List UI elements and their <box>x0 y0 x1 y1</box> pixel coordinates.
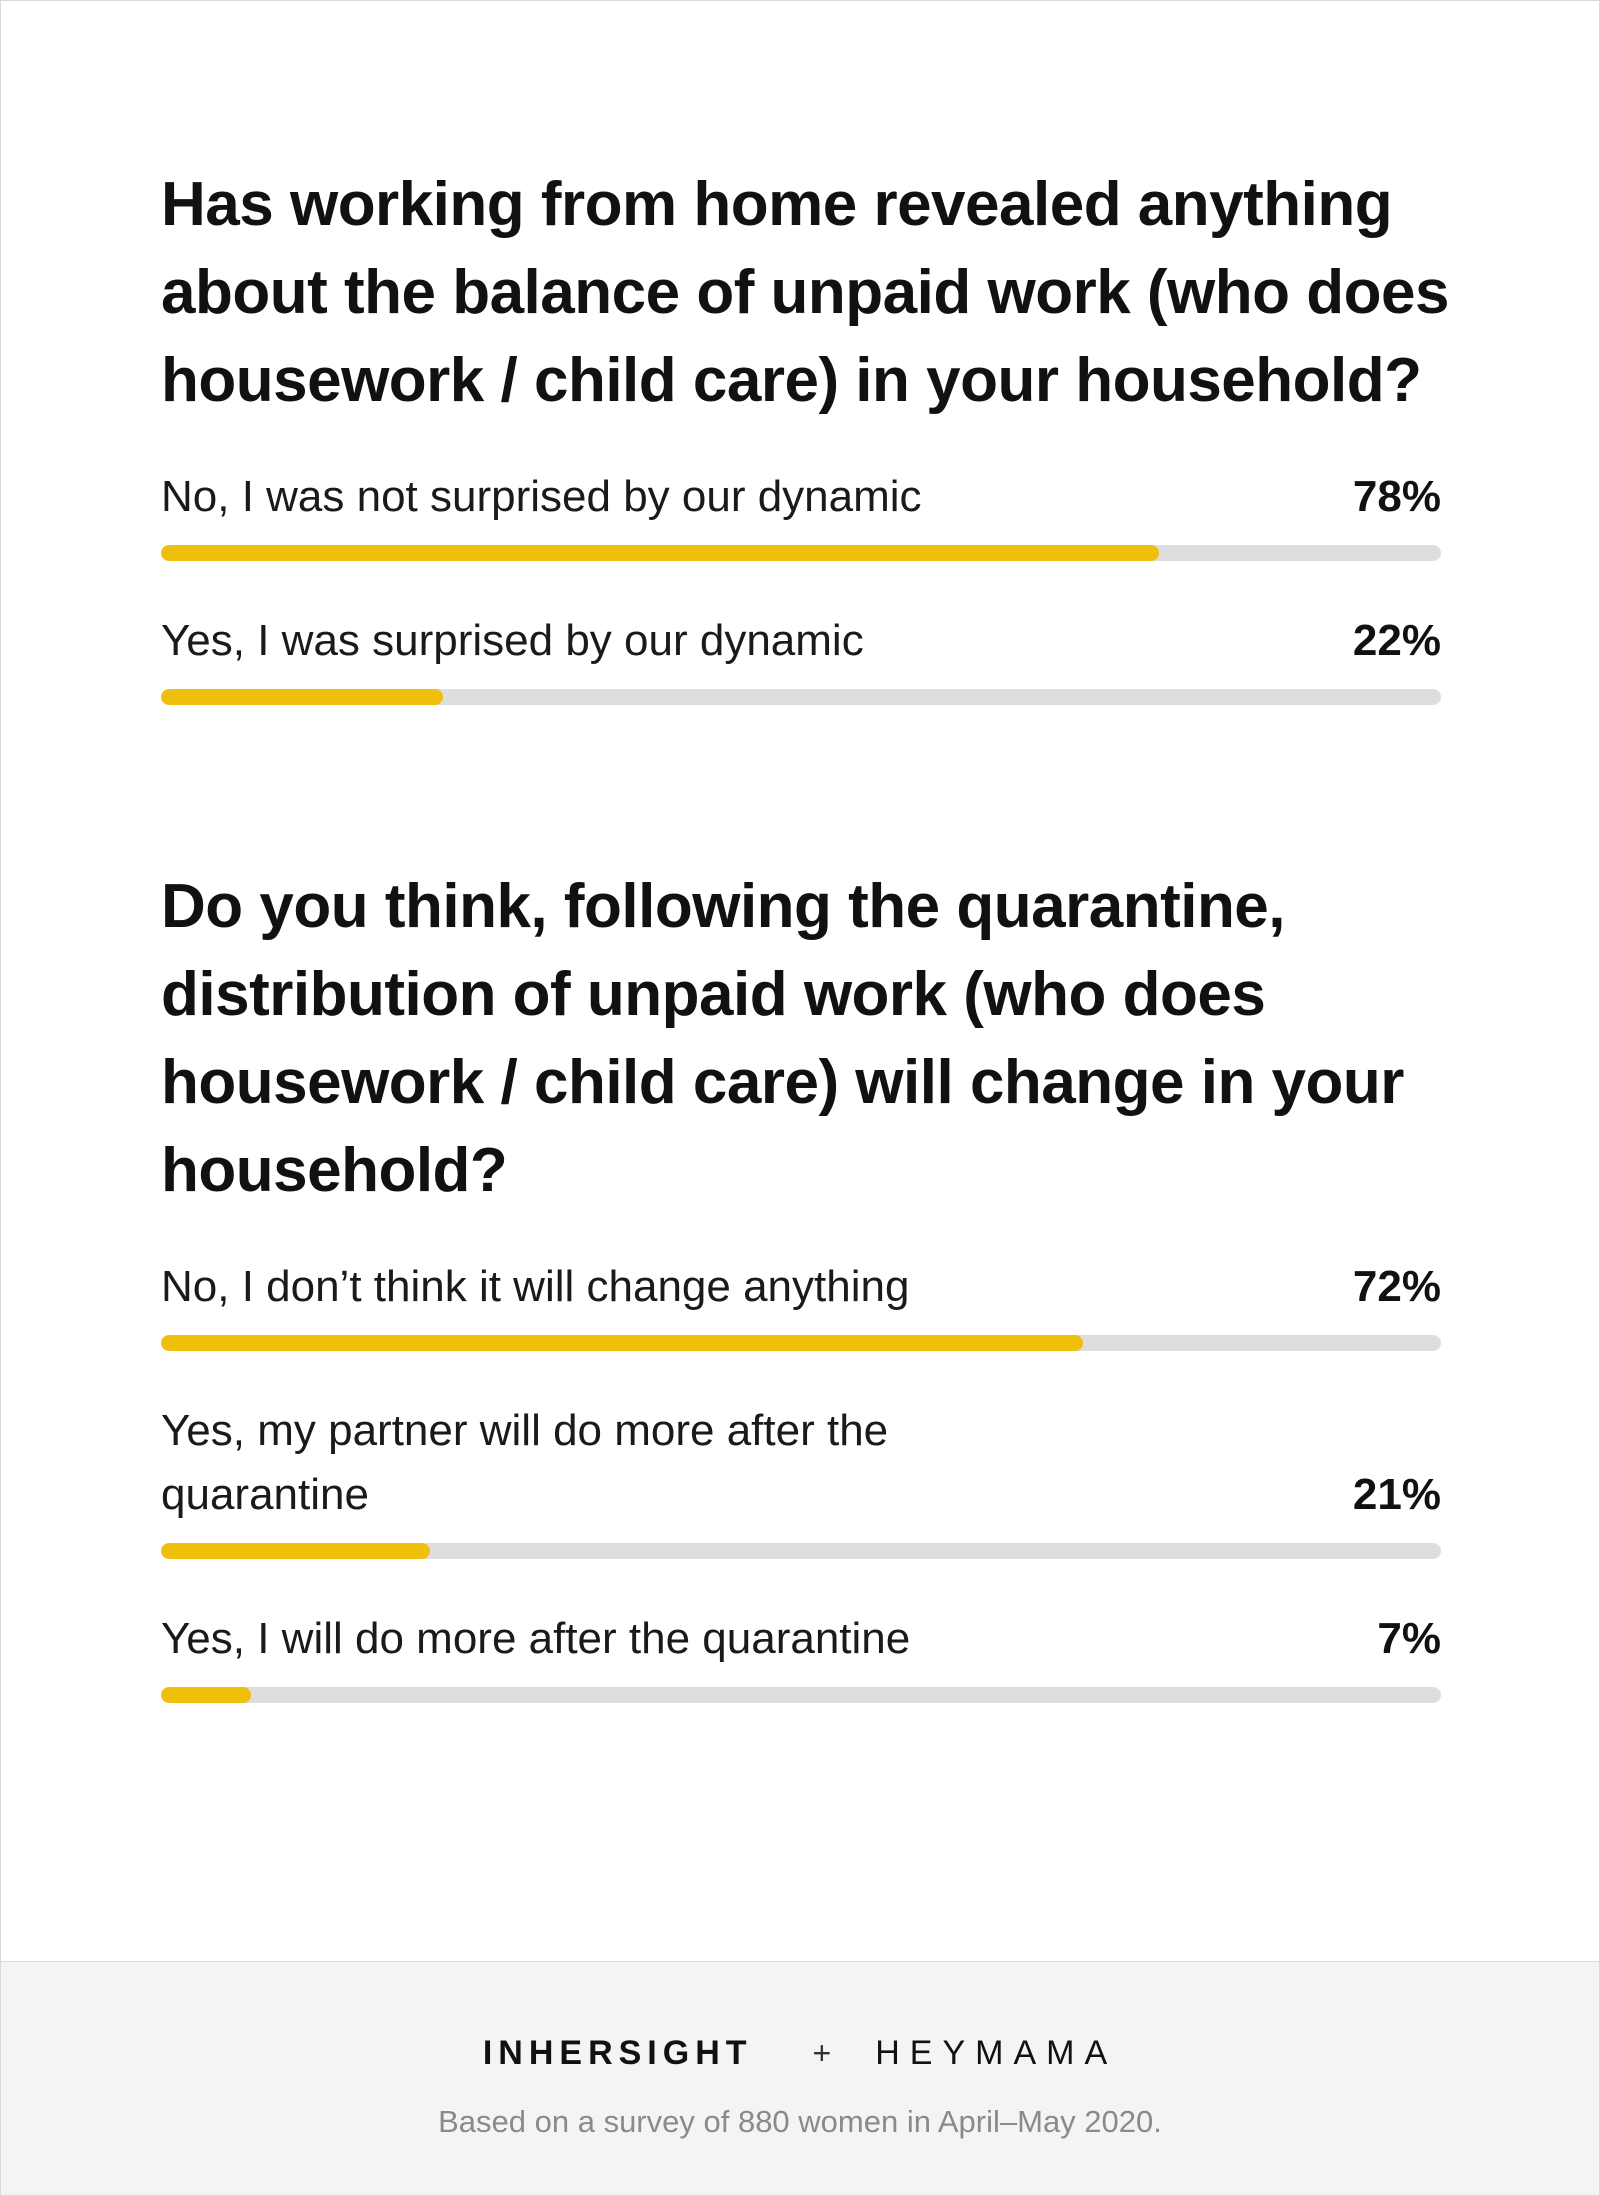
question-1-options: No, I was not surprised by our dynamic 7… <box>161 465 1441 705</box>
bar-track <box>161 1335 1441 1351</box>
bar-track <box>161 1543 1441 1559</box>
option-label: No, I was not surprised by our dynamic <box>161 472 922 521</box>
question-2-options: No, I don’t think it will change anythin… <box>161 1255 1441 1703</box>
option: No, I was not surprised by our dynamic 7… <box>161 465 1441 561</box>
survey-content: Has working from home revealed anything … <box>161 161 1449 1751</box>
option-label: Yes, I was surprised by our dynamic <box>161 616 864 665</box>
bar-track <box>161 545 1441 561</box>
option: Yes, I was surprised by our dynamic 22% <box>161 609 1441 705</box>
bar-track <box>161 1687 1441 1703</box>
option-row: No, I was not surprised by our dynamic 7… <box>161 465 1441 529</box>
option-percentage: 72% <box>1352 1262 1441 1311</box>
footer: INHERSIGHT + HEYMAMA Based on a survey o… <box>1 1961 1599 2195</box>
option-row: No, I don’t think it will change anythin… <box>161 1255 1441 1319</box>
bar-track <box>161 689 1441 705</box>
option-percentage: 21% <box>1352 1470 1441 1519</box>
option-label: Yes, my partner will do more after the q… <box>161 1406 889 1519</box>
inhersight-logo: INHERSIGHT <box>482 2034 753 2072</box>
option: Yes, my partner will do more after the q… <box>161 1399 1441 1559</box>
option-percentage: 22% <box>1352 616 1441 665</box>
bar-fill <box>161 1687 251 1703</box>
bar-fill <box>161 689 443 705</box>
survey-footnote: Based on a survey of 880 women in April–… <box>438 2104 1162 2139</box>
option-percentage: 78% <box>1352 472 1441 521</box>
bar-fill <box>161 1335 1083 1351</box>
bar-fill <box>161 545 1160 561</box>
option-label: No, I don’t think it will change anythin… <box>161 1262 910 1311</box>
brand-row: INHERSIGHT + HEYMAMA <box>1 2034 1599 2073</box>
plus-separator: + <box>812 2035 832 2071</box>
heymama-logo: HEYMAMA <box>875 2034 1118 2072</box>
question-2-title: Do you think, following the quarantine, … <box>161 872 1404 1205</box>
option-label: Yes, I will do more after the quarantine <box>161 1614 911 1663</box>
option: No, I don’t think it will change anythin… <box>161 1255 1441 1351</box>
option-row: Yes, I will do more after the quarantine… <box>161 1607 1441 1671</box>
option-row: Yes, I was surprised by our dynamic 22% <box>161 609 1441 673</box>
option-row: Yes, my partner will do more after the q… <box>161 1399 1441 1527</box>
question-1-title: Has working from home revealed anything … <box>161 170 1449 415</box>
bar-fill <box>161 1543 430 1559</box>
option: Yes, I will do more after the quarantine… <box>161 1607 1441 1703</box>
option-percentage: 7% <box>1377 1614 1441 1663</box>
